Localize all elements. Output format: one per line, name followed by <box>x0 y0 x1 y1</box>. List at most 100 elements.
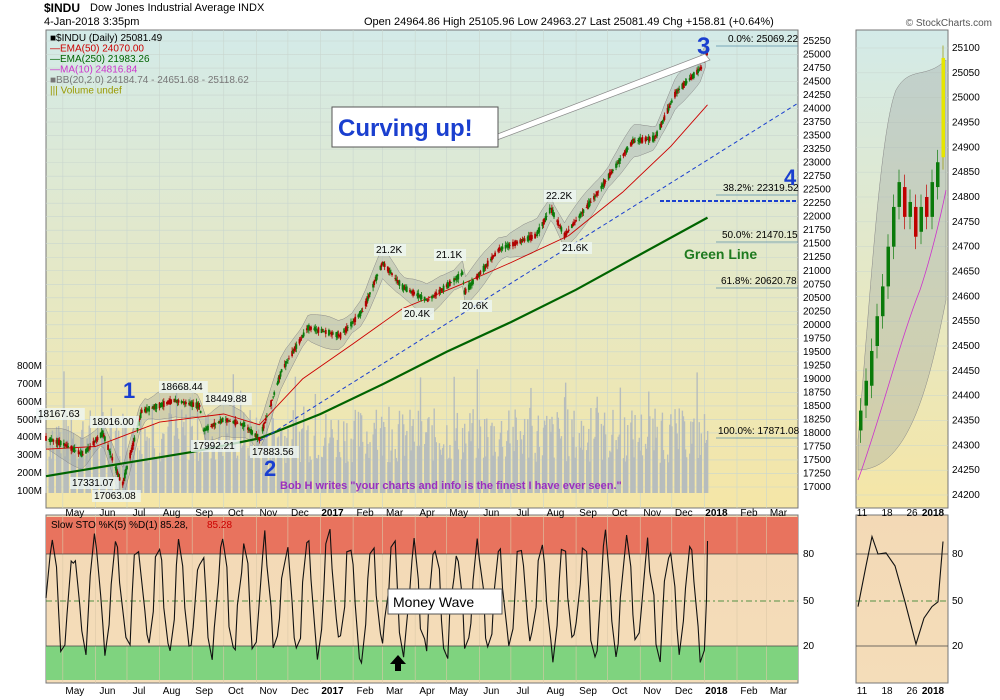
datetime: 4-Jan-2018 3:35pm <box>44 16 140 28</box>
candle-body <box>581 211 584 214</box>
volume-bar <box>582 425 585 493</box>
volume-bar <box>501 446 504 493</box>
candle-body <box>666 107 669 114</box>
candle-body <box>152 405 155 409</box>
volume-bar <box>276 437 279 493</box>
volume-bar <box>320 456 323 493</box>
volume-bar <box>647 436 649 493</box>
volume-bar <box>198 452 201 493</box>
candle-body <box>287 360 289 362</box>
candle-body <box>250 428 252 434</box>
volume-bar <box>307 425 309 493</box>
volume-bar <box>557 417 560 493</box>
candle-body <box>336 332 339 338</box>
candle-body <box>534 233 536 239</box>
volume-bar <box>594 436 596 493</box>
volume-bar <box>173 435 176 493</box>
candle-body <box>278 375 281 379</box>
candle-body <box>391 273 393 276</box>
volume-bar <box>117 430 120 493</box>
candle-body <box>597 191 600 193</box>
candle-body <box>338 334 341 336</box>
inset-candle-body <box>875 316 879 346</box>
volume-bar <box>659 462 662 493</box>
candle-body <box>505 245 508 248</box>
candle-body <box>309 326 311 330</box>
volume-bar <box>684 449 687 493</box>
volume-bar <box>639 450 642 493</box>
candle-body <box>678 88 681 90</box>
inset-candle-body <box>914 206 918 237</box>
volume-bar <box>381 455 384 493</box>
candle-body <box>219 419 222 424</box>
candle-body <box>262 423 265 429</box>
volume-tick-label: 200M <box>17 468 42 479</box>
volume-bar <box>206 444 208 493</box>
legend-item: ||| Volume undef <box>50 86 122 97</box>
inset-candle-body <box>870 350 874 386</box>
volume-bar <box>678 408 680 493</box>
candle-body <box>617 162 620 164</box>
volume-bar <box>181 409 183 493</box>
candle-body <box>301 334 304 338</box>
candle-body <box>248 428 250 431</box>
volume-bar <box>122 413 124 493</box>
candle-body <box>59 440 62 446</box>
candle-body <box>595 194 597 196</box>
price-tick-label: 24500 <box>803 77 831 88</box>
candle-body <box>688 78 691 81</box>
candle-body <box>507 243 510 248</box>
candle-body <box>213 422 216 427</box>
fib-levels: 0.0%: 25069.22 38.2%: 22319.52 50.0%: 2147… <box>716 34 800 439</box>
candle-body <box>80 451 83 457</box>
candle-body <box>125 468 127 475</box>
candle-body <box>279 371 282 377</box>
candle-body <box>81 454 84 456</box>
volume-bar <box>376 449 379 493</box>
candle-body <box>228 420 230 422</box>
candle-body <box>117 474 120 478</box>
volume-bar <box>482 457 485 493</box>
volume-bar <box>375 409 378 493</box>
volume-bar <box>227 444 229 493</box>
candle-body <box>456 275 459 280</box>
candle-body <box>535 235 538 237</box>
candle-body <box>234 419 237 426</box>
candle-body <box>431 295 433 299</box>
candle-body <box>684 81 687 86</box>
candle-body <box>538 227 541 233</box>
candle-body <box>380 263 383 267</box>
indicator-lines <box>45 102 799 478</box>
fib-label: 38.2%: 22319.52 <box>723 183 799 194</box>
volume-bar <box>703 414 706 493</box>
x-tick-label: Jun <box>483 508 499 519</box>
candle-body <box>162 401 165 407</box>
volume-bar <box>463 423 466 493</box>
candle-body <box>493 255 495 257</box>
stoch-x-tick-label: Jul <box>133 686 146 697</box>
price-tick-label: 22250 <box>803 198 831 209</box>
legend-item: —EMA(50) 24070.00 <box>50 44 144 55</box>
bollinger-band <box>45 44 706 501</box>
volume-tick-label: 600M <box>17 397 42 408</box>
candle-body <box>668 104 671 108</box>
legend-item: ■BB(20,2.0) 24184.74 - 24651.68 - 25118.… <box>50 75 249 86</box>
candle-body <box>109 451 112 455</box>
volume-bar <box>314 393 317 493</box>
volume-bar <box>82 421 84 493</box>
volume-bar <box>640 414 643 493</box>
volume-bar <box>490 425 492 493</box>
volume-bar <box>625 455 628 493</box>
volume-bar <box>351 462 353 493</box>
volume-bar <box>158 452 161 493</box>
inset-tick-label: 25100 <box>952 43 980 54</box>
candle-body <box>476 273 479 280</box>
candle-body <box>471 281 473 286</box>
price-tick-label: 24750 <box>803 63 831 74</box>
volume-bar <box>513 451 515 493</box>
volume-bar <box>401 414 404 493</box>
volume-bar <box>51 430 54 493</box>
volume-bar <box>447 459 449 493</box>
candle-body <box>335 332 338 338</box>
x-tick-label: Jul <box>516 508 529 519</box>
